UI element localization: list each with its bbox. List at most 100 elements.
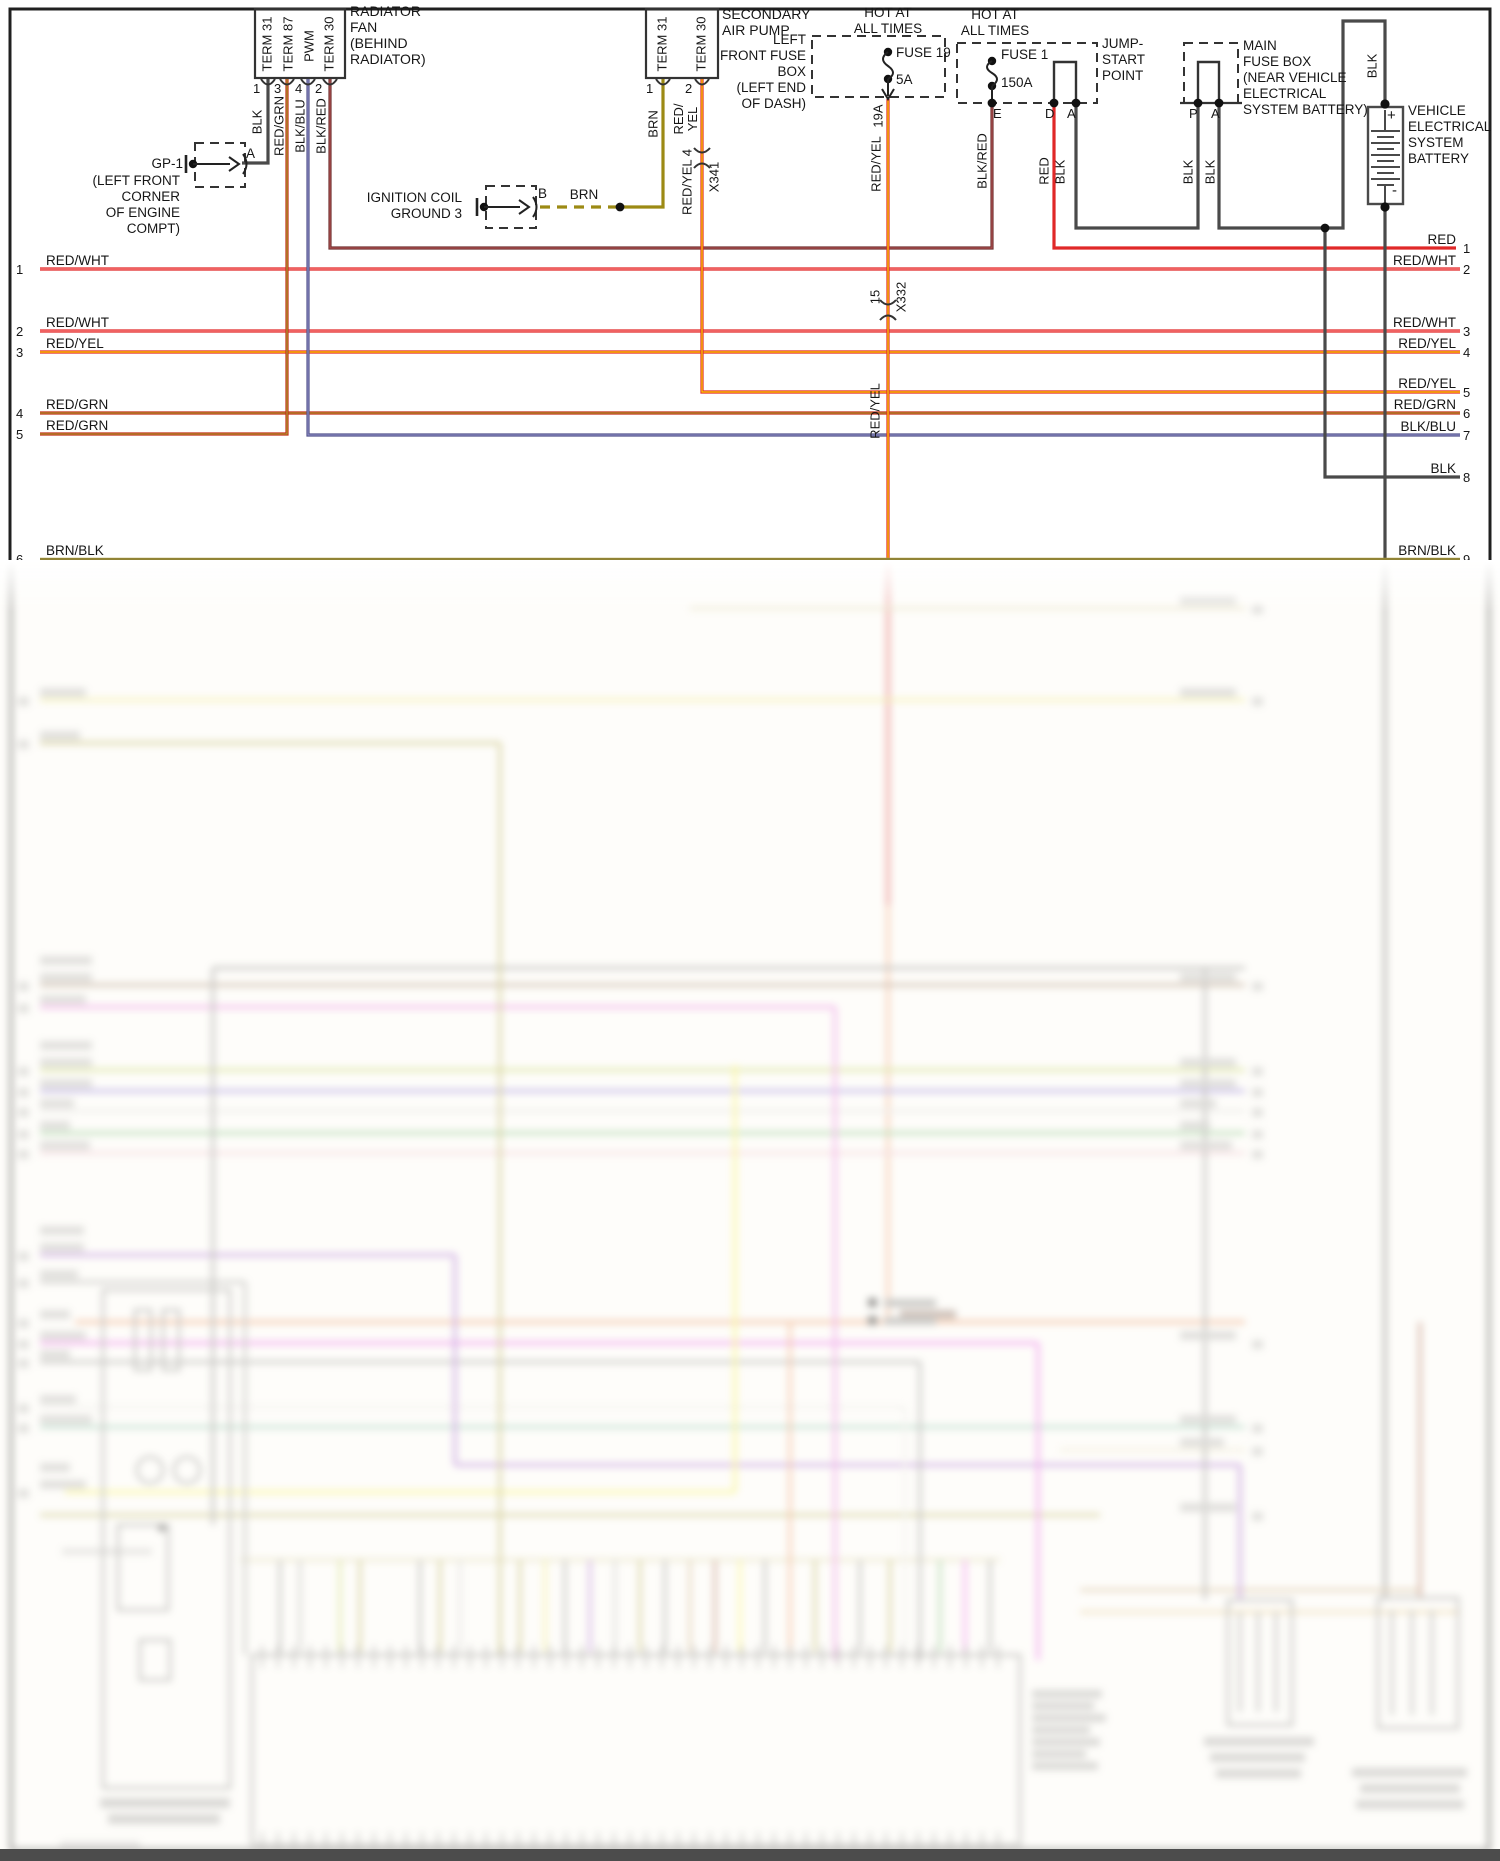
main-fuse-box-name: MAIN FUSE BOX (NEAR VEHICLE ELECTRICAL S… bbox=[1243, 38, 1368, 117]
fuse-box-left-hot: HOT AT ALL TIMES bbox=[853, 5, 923, 36]
blurred-linework bbox=[9, 560, 1491, 1852]
battery-minus: - bbox=[1392, 182, 1397, 199]
wire-19a-gauge: 19A bbox=[870, 104, 886, 128]
ignition-coil-name: IGNITION COIL GROUND 3 bbox=[366, 190, 462, 221]
right-wire-label: RED/WHT bbox=[1393, 253, 1456, 268]
right-wire-num: 2 bbox=[1463, 262, 1471, 277]
wire-blk-label-a2: BLK bbox=[1202, 159, 1218, 185]
right-wire-label: BRN/BLK bbox=[1398, 543, 1456, 558]
fan-pin-3: 3 bbox=[274, 81, 282, 96]
radiator-fan-term31: TERM 31 bbox=[259, 16, 275, 72]
right-wire-num: 3 bbox=[1463, 324, 1471, 339]
wire-redyel-label: RED/YEL bbox=[868, 136, 884, 192]
battery-plus: + bbox=[1387, 107, 1396, 124]
battery-wire-blk: BLK bbox=[1364, 53, 1380, 79]
main-fuse-pin-p: P bbox=[1189, 106, 1198, 121]
gp1-pin-a: A bbox=[246, 146, 256, 161]
fan-pin-4: 4 bbox=[295, 81, 303, 96]
right-wire-label: RED/YEL bbox=[1398, 376, 1456, 391]
pin-bracket-icons bbox=[260, 78, 710, 86]
right-wire-num: 7 bbox=[1463, 428, 1471, 443]
x341-wire-label: RED/YEL 4 bbox=[679, 149, 695, 215]
right-wire-num: 9 bbox=[1463, 552, 1477, 568]
gp1-location: (LEFT FRONT CORNER OF ENGINE COMPT) bbox=[92, 173, 181, 236]
ignition-coil-pin-b: B bbox=[538, 186, 548, 201]
bottom-dark-strip bbox=[0, 1849, 1500, 1861]
x332-pin: 15 bbox=[867, 289, 883, 305]
fan-wire-redgrn: RED/GRN bbox=[271, 96, 287, 156]
air-pump-term31: TERM 31 bbox=[654, 16, 670, 72]
blurred-lower-diagram bbox=[0, 560, 1500, 1861]
x341-connector-icon bbox=[693, 147, 711, 169]
left-wire-num: 2 bbox=[16, 324, 24, 339]
left-wire-label: RED/GRN bbox=[46, 397, 109, 412]
legend-rows bbox=[868, 1298, 936, 1325]
left-wire-num: 1 bbox=[16, 262, 24, 277]
gp1-ground-icon bbox=[184, 153, 248, 175]
left-wire-label: RED/WHT bbox=[46, 315, 109, 330]
fan-wire-blkblu: BLK/BLU bbox=[292, 99, 308, 153]
jump-start-pin-d: D bbox=[1045, 106, 1055, 121]
wire-blkred-label: BLK/RED bbox=[974, 133, 990, 189]
left-wire-label: RED/GRN bbox=[46, 418, 109, 433]
right-wire-label: BLK bbox=[1430, 461, 1456, 476]
junction-dots bbox=[615, 98, 1390, 233]
blur-top-fade bbox=[0, 560, 1500, 612]
right-wire-num: 6 bbox=[1463, 406, 1471, 421]
jump-start-pin-a: A bbox=[1067, 106, 1076, 121]
left-wire-num: 3 bbox=[16, 345, 24, 360]
air-pump-pin-1: 1 bbox=[646, 81, 654, 96]
air-pump-box bbox=[644, 7, 720, 80]
right-wire-num: 1 bbox=[1463, 241, 1471, 256]
battery-icon bbox=[1366, 105, 1405, 207]
radiator-fan-title: RADIATOR FAN (BEHIND RADIATOR) bbox=[350, 3, 426, 67]
wire-redyel-label-2: RED/YEL bbox=[867, 383, 883, 439]
x332-name: X332 bbox=[893, 281, 909, 313]
fuse19-icon bbox=[881, 47, 895, 101]
blur-washout bbox=[0, 560, 1500, 1861]
fuse19-label: FUSE 19 bbox=[896, 45, 951, 60]
air-pump-wire-brn: BRN bbox=[645, 110, 661, 138]
fan-pin-1: 1 bbox=[253, 81, 261, 96]
wire-red-label: RED bbox=[1036, 157, 1052, 185]
right-wire-num: 4 bbox=[1463, 345, 1471, 360]
fan-wire-blk: BLK bbox=[249, 109, 265, 135]
right-wire-label: RED/WHT bbox=[1393, 315, 1456, 330]
left-wire-num: 4 bbox=[16, 406, 24, 421]
left-front-fuse-box bbox=[811, 35, 946, 98]
gp1-name: GP-1 bbox=[151, 156, 183, 171]
wire-blk-label-a: BLK bbox=[1052, 159, 1068, 185]
left-wire-num: 5 bbox=[16, 427, 24, 442]
jump-start-hot: HOT AT ALL TIMES bbox=[960, 7, 1030, 38]
bus-jumpers bbox=[1052, 60, 1221, 103]
right-wire-num: 5 bbox=[1463, 385, 1471, 400]
fuse19-amps: 5A bbox=[896, 72, 913, 87]
main-fuse-box bbox=[1183, 42, 1239, 104]
x332-connector-icon bbox=[879, 299, 897, 321]
fuse1-icon bbox=[986, 56, 998, 103]
x341-name: X341 bbox=[706, 161, 722, 193]
fuse-box-left-name: LEFT FRONT FUSE BOX (LEFT END OF DASH) bbox=[719, 32, 806, 111]
battery-name: VEHICLE ELECTRICAL SYSTEM BATTERY bbox=[1408, 103, 1492, 166]
left-wire-label: RED/YEL bbox=[46, 336, 104, 351]
air-pump-title: SECONDARY AIR PUMP bbox=[722, 6, 811, 38]
ignition-coil-wire-brn: BRN bbox=[569, 187, 599, 202]
left-wire-label: RED/WHT bbox=[46, 253, 109, 268]
right-wire-label: RED/YEL bbox=[1398, 336, 1456, 351]
harness-wires bbox=[40, 19, 1460, 561]
left-wire-num: 6 bbox=[16, 552, 30, 568]
right-wire-label: RED/GRN bbox=[1393, 397, 1456, 412]
right-wire-label: BLK/BLU bbox=[1400, 419, 1456, 434]
fan-wire-blkred: BLK/RED bbox=[313, 98, 329, 154]
left-wire-label: BRN/BLK bbox=[46, 543, 104, 558]
radiator-fan-term87: TERM 87 bbox=[280, 16, 296, 72]
fan-pin-2: 2 bbox=[315, 81, 323, 96]
right-wire-label: RED bbox=[1427, 232, 1456, 247]
fuse1-amps: 150A bbox=[1001, 75, 1033, 90]
radiator-fan-pwm: PWM bbox=[301, 30, 317, 62]
jump-start-box bbox=[956, 42, 1098, 104]
jump-start-pin-e: E bbox=[993, 106, 1002, 121]
fuse1-label: FUSE 1 bbox=[1001, 47, 1049, 62]
